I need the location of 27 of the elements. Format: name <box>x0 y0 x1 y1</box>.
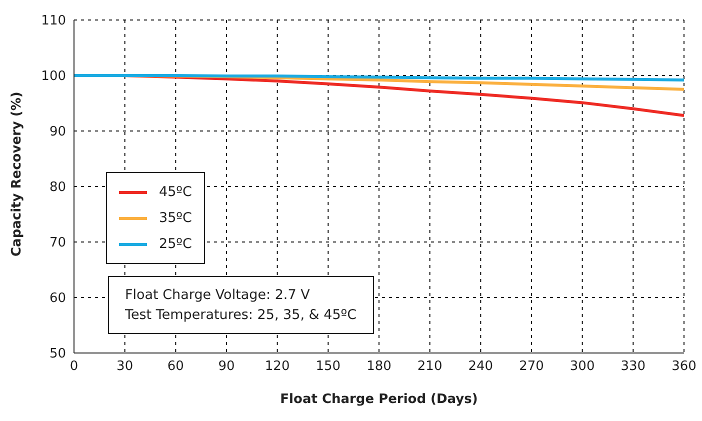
x-axis-title: Float Charge Period (Days) <box>280 392 478 407</box>
legend-label: 45ºC <box>159 184 192 200</box>
x-tick-label: 330 <box>620 359 646 374</box>
x-tick-label: 180 <box>366 359 392 374</box>
y-tick-label: 80 <box>49 180 66 196</box>
x-tick-label: 240 <box>468 359 494 374</box>
y-axis-title: Capacity Recovery (%) <box>10 92 25 256</box>
x-tick-label: 30 <box>116 359 134 374</box>
x-tick-label: 60 <box>167 359 184 374</box>
y-tick-label: 110 <box>41 14 66 29</box>
legend-label: 25ºC <box>159 236 192 252</box>
y-tick-label: 50 <box>49 346 66 362</box>
x-tick-label: 360 <box>672 359 696 374</box>
x-tick-label: 210 <box>417 359 442 374</box>
x-tick-label: 300 <box>570 359 595 374</box>
x-tick-label: 90 <box>218 359 235 374</box>
x-tick-label: 270 <box>519 359 544 374</box>
y-tick-label: 60 <box>49 291 66 306</box>
annotation: Float Charge Voltage: 2.7 V <box>125 286 311 305</box>
legend-label: 35ºC <box>159 210 192 226</box>
y-tick-label: 70 <box>49 236 66 251</box>
annotation: Test Temperatures: 25, 35, & 45ºC <box>125 306 357 325</box>
x-tick-label: 0 <box>70 359 78 374</box>
x-tick-label: 150 <box>316 359 341 374</box>
y-tick-label: 100 <box>41 69 66 84</box>
y-tick-label: 90 <box>49 124 66 140</box>
x-tick-label: 120 <box>264 359 290 374</box>
